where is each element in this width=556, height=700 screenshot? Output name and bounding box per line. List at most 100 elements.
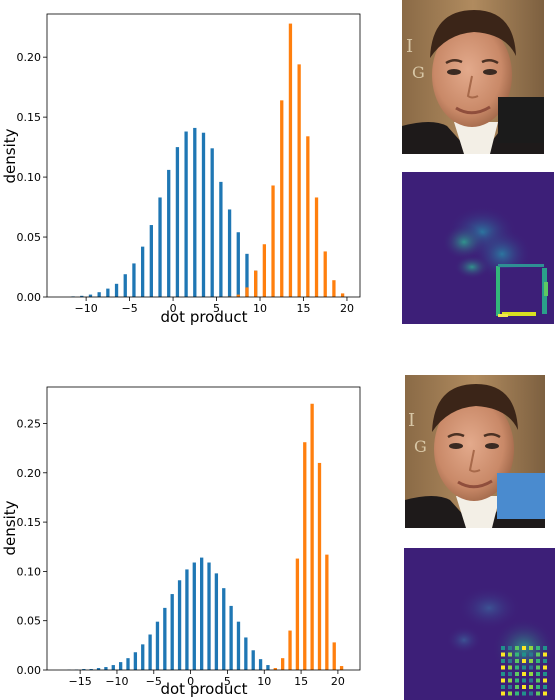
chart-top-bar-series0-9 [149,225,153,297]
chart-top-y-tick-label-3: 0.15 [17,111,42,124]
chart-top: −10 −5 0 5 10 15 20 0.00 0.05 0.10 0.15 0.20 dot p… [1,13,361,326]
chart-top-frame [46,13,361,298]
heatmap-bottom-cell-10 [522,652,526,657]
chart-bottom-x-tick-label-5: 10 [257,675,271,688]
heatmap-top-drawing [402,172,554,324]
chart-bottom-x-tick-label-7: 20 [331,675,345,688]
heatmap-bottom-cell-21 [501,665,505,670]
chart-bottom-y-ticks: 0.00 0.05 0.10 0.15 0.20 0.25 [17,417,47,677]
chart-top-bar-series0-13 [184,131,188,297]
heatmap-bottom-cell-42 [501,685,505,689]
chart-top-x-tick-label-5: 15 [296,302,310,315]
chart-top-bar-series0-7 [132,263,136,297]
chart-bottom-bar-series0-8 [126,658,130,670]
heatmap-bottom-cell-32 [529,672,533,676]
svg-text:I: I [406,36,413,57]
heatmap-bottom-cell-55 [543,691,547,696]
chart-top-bar-series1-6 [280,100,284,297]
heatmap-bottom-cell-4 [529,646,533,650]
heatmap-bottom-cell-1 [508,646,512,650]
heatmap-bottom-cell-52 [522,691,526,696]
chart-top-y-ticks: 0.00 0.05 0.10 0.15 0.20 [17,51,47,304]
chart-top-bar-series0-3 [97,292,101,297]
chart-bottom-bar-series0-2 [82,669,86,670]
heatmap-bottom-cell-46 [529,685,533,689]
chart-bottom-bar-series0-17 [192,562,196,670]
chart-bottom-x-tick-label-3: 0 [187,675,194,688]
chart-bottom-bar-series0-7 [118,662,123,670]
heatmap-bottom-cell-24 [522,665,526,670]
chart-bottom-bar-series0-26 [258,659,263,670]
heatmap-bottom-cell-44 [515,685,519,689]
heatmap-bottom-cell-23 [515,665,519,670]
chart-top-bars [71,23,345,298]
heatmap-bottom-cell-5 [536,646,540,650]
chart-top-bar-series0-16 [210,148,214,297]
chart-bottom-y-tick-label-4: 0.20 [17,467,42,480]
chart-bottom-bar-series0-22 [229,605,233,670]
chart-top-bar-series1-12 [332,280,336,297]
heatmap-bottom-cell-15 [508,659,512,663]
chart-bottom-bar-series1-1 [281,658,285,670]
chart-bottom-bar-series0-20 [214,573,219,670]
heatmap-bottom-cell-53 [529,691,533,696]
heatmap-bottom-cell-9 [515,652,519,657]
chart-bottom-x-tick-label-0: −15 [69,675,92,688]
chart-top-bar-series1-7 [288,23,293,298]
chart-top-x-tick-label-3: 5 [213,302,220,315]
chart-bottom-bar-series1-6 [317,462,322,670]
heatmap-bottom-cell-14 [501,659,505,663]
chart-bottom-y-tick-label-1: 0.05 [17,615,42,628]
heatmap-bottom-drawing [404,548,555,700]
heatmap-bottom-cell-50 [508,691,512,696]
chart-bottom-x-ticks: −15 −10 −5 0 5 10 15 20 [69,670,345,688]
chart-top-bar-series0-19 [236,232,240,297]
heatmap-bottom-cell-12 [536,652,540,657]
chart-top-bar-series1-8 [297,64,301,297]
svg-text:I: I [408,410,415,431]
chart-bottom-bar-series0-9 [133,652,138,670]
chart-bottom-bar-series0-11 [148,634,152,670]
occluder-patch-bottom [497,473,545,519]
heatmap-bottom-grid [501,646,547,696]
heatmap-bottom-cell-29 [508,672,512,676]
heatmap-bottom-cell-16 [515,659,519,663]
chart-top-bar-series1-4 [262,244,267,297]
chart-top-bar-series0-17 [219,181,223,297]
chart-bottom-y-tick-label-5: 0.25 [17,417,42,430]
heatmap-bottom-cell-22 [508,665,512,670]
chart-top-x-ticks: −10 −5 0 5 10 15 20 [75,297,354,315]
chart-top-bar-series1-13 [340,293,345,297]
chart-top-bar-series0-6 [123,274,127,297]
chart-bottom: −15 −10 −5 0 5 10 15 20 0.00 0.05 0.10 0.15 0.20 0.2… [1,386,361,698]
chart-top-y-tick-label-4: 0.20 [17,51,42,64]
heatmap-bottom-cell-26 [536,665,540,670]
chart-top-bar-series1-5 [271,185,275,297]
chart-bottom-bar-series1-4 [303,442,307,670]
chart-top-bar-series0-5 [114,283,119,297]
chart-bottom-bar-series1-2 [288,630,292,670]
chart-bottom-bar-series0-4 [96,668,101,670]
chart-top-bar-series0-4 [106,288,110,297]
heatmap-bottom-cell-27 [543,665,547,670]
chart-bottom-y-tick-label-2: 0.10 [17,565,42,578]
chart-bottom-bar-series0-18 [200,557,204,670]
chart-bottom-bar-series1-5 [310,403,314,670]
chart-bottom-bar-series0-12 [155,621,160,670]
chart-bottom-bars [67,403,344,670]
chart-top-y-axis-label: density [1,128,19,183]
chart-top-bar-series0-1 [80,295,84,297]
heatmap-bottom-cell-19 [536,659,540,663]
face-photo-top: I G [402,0,544,154]
chart-top-x-axis-label: dot product [160,308,247,326]
heatmap-bottom-cell-25 [529,665,533,670]
heatmap-bottom-cell-6 [543,646,547,650]
chart-bottom-bar-series0-25 [251,650,255,670]
heatmap-bottom-cell-45 [522,685,526,689]
chart-top-x-tick-label-0: −10 [75,302,98,315]
chart-bottom-x-axis-label: dot product [160,680,247,698]
chart-top-y-tick-label-0: 0.00 [17,291,42,304]
chart-bottom-x-tick-label-6: 15 [294,675,308,688]
heatmap-bottom-cell-37 [515,678,519,683]
chart-bottom-bar-series0-3 [89,669,93,670]
